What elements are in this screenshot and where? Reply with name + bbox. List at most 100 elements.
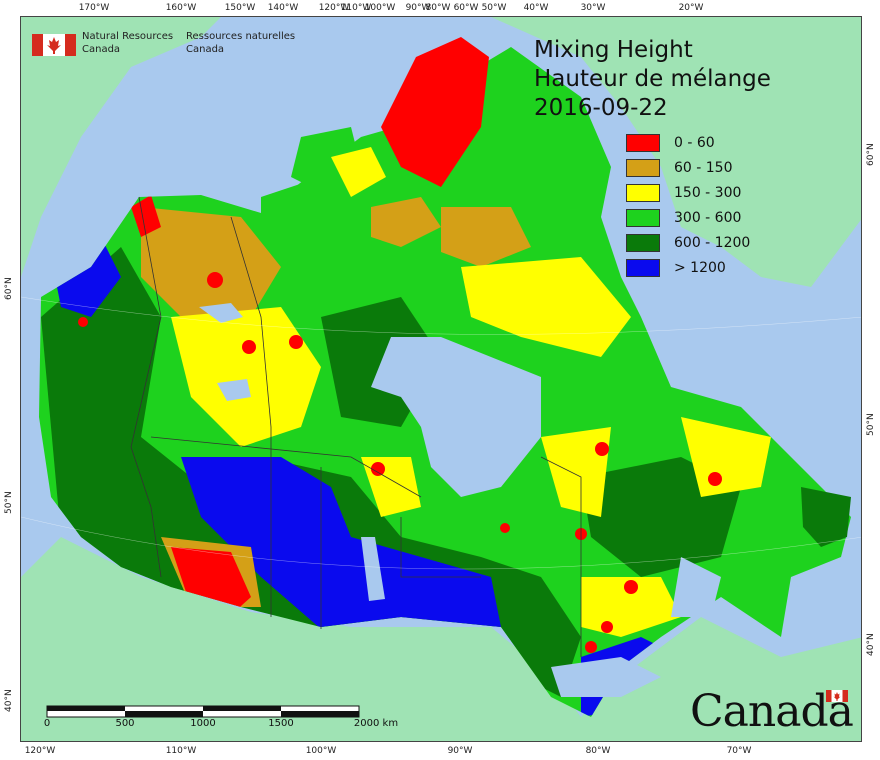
arctic-island xyxy=(261,177,341,237)
agency-fr-line1: Ressources naturelles xyxy=(186,31,296,42)
greenland-land xyxy=(491,17,861,287)
scale-bar-graphic xyxy=(46,705,360,718)
right-tick: 50°N xyxy=(866,413,876,436)
top-tick: 160°W xyxy=(165,3,197,13)
hotspot xyxy=(242,340,256,354)
agency-name-en: Natural Resources Canada xyxy=(82,30,192,56)
legend-swatch xyxy=(626,134,660,152)
legend-label: 150 - 300 xyxy=(674,185,742,201)
map-drawing xyxy=(21,17,861,741)
scale-label: 0 xyxy=(43,718,51,729)
hotspot xyxy=(78,317,88,327)
bottom-tick: 90°W xyxy=(447,746,473,756)
graticule-50n xyxy=(21,516,861,570)
hotspot xyxy=(601,621,613,633)
left-tick: 50°N xyxy=(4,491,14,514)
legend-label: 0 - 60 xyxy=(674,135,715,151)
zone-yellow-quebec xyxy=(541,427,611,517)
legend-label: 300 - 600 xyxy=(674,210,742,226)
top-tick: 40°W xyxy=(523,3,549,13)
left-tick: 40°N xyxy=(4,689,14,712)
agency-fr-line2: Canada xyxy=(186,44,225,55)
bottom-tick: 110°W xyxy=(165,746,197,756)
border-yukon-bc xyxy=(130,196,162,578)
agency-name-fr: Ressources naturelles Canada xyxy=(186,30,316,56)
left-tick: 60°N xyxy=(4,277,14,300)
legend-swatch xyxy=(626,209,660,227)
top-tick: 90°W xyxy=(405,3,431,13)
right-tick: 60°N xyxy=(866,143,876,166)
top-tick: 60°W xyxy=(453,3,479,13)
top-tick: 150°W xyxy=(224,3,256,13)
hudson-bay xyxy=(371,337,541,497)
zone-yellow-labrador xyxy=(681,417,771,497)
top-tick: 170°W xyxy=(78,3,110,13)
zone-red-northwest xyxy=(131,195,161,237)
top-tick: 140°W xyxy=(267,3,299,13)
border-60n xyxy=(150,436,422,498)
hotspot xyxy=(371,462,385,476)
usa-land xyxy=(21,537,861,741)
arctic-island xyxy=(371,197,441,247)
zone-blue-prairies xyxy=(181,457,501,629)
legend-swatch xyxy=(626,184,660,202)
bottom-tick: 120°W xyxy=(24,746,56,756)
hotspot xyxy=(624,580,638,594)
top-tick: 50°W xyxy=(481,3,507,13)
right-tick: 40°N xyxy=(866,633,876,656)
scale-label: 2000 km xyxy=(353,718,399,729)
alaska-russia-land xyxy=(21,17,221,277)
scale-bar: 0 500 1000 1500 2000 km xyxy=(44,704,398,729)
title-line-en: Mixing Height xyxy=(534,37,693,63)
agency-en-line2: Canada xyxy=(82,44,121,55)
bottom-tick: 70°W xyxy=(726,746,752,756)
border-ontario-quebec xyxy=(540,456,582,657)
bottom-tick: 100°W xyxy=(305,746,337,756)
border-nwt-alberta xyxy=(230,216,272,617)
newfoundland xyxy=(801,487,851,547)
title-date: 2016-09-22 xyxy=(534,95,668,121)
great-slave-lake xyxy=(217,379,251,401)
hotspot xyxy=(500,523,510,533)
great-bear-lake xyxy=(199,303,243,323)
top-tick: 80°W xyxy=(425,3,451,13)
wordmark-flag-icon xyxy=(826,690,848,702)
top-tick: 30°W xyxy=(580,3,606,13)
baffin-island-south xyxy=(461,257,631,357)
hotspot xyxy=(708,472,722,486)
legend-label: 60 - 150 xyxy=(674,160,733,176)
top-tick: 100°W xyxy=(364,3,396,13)
top-tick: 110°W xyxy=(340,3,372,13)
legend-swatch xyxy=(626,259,660,277)
zone-yellow-central xyxy=(171,307,321,447)
gulf-st-lawrence xyxy=(671,557,721,617)
baffin-island xyxy=(441,207,531,267)
legend-label: > 1200 xyxy=(674,260,726,276)
scale-label: 1500 xyxy=(268,718,294,729)
top-tick: 20°W xyxy=(678,3,704,13)
graticule-60n xyxy=(21,296,861,335)
scale-label: 1000 xyxy=(190,718,216,729)
border-manitoba-ontario xyxy=(400,517,481,578)
hotspot xyxy=(595,442,609,456)
top-tick: 120°W xyxy=(318,3,350,13)
lake-winnipeg xyxy=(361,537,385,601)
map-title: Mixing Height Hauteur de mélange 2016-09… xyxy=(534,36,771,123)
legend-label: 600 - 1200 xyxy=(674,235,751,251)
zone-orange-north xyxy=(141,207,281,317)
agency-en-line1: Natural Resources xyxy=(82,31,174,42)
scale-label: 500 xyxy=(115,718,135,729)
legend-swatch xyxy=(626,234,660,252)
canada-flag-icon xyxy=(32,34,76,56)
legend-swatch xyxy=(626,159,660,177)
hotspot xyxy=(585,641,597,653)
map-canvas[interactable] xyxy=(20,16,862,742)
hotspot xyxy=(207,272,223,288)
bottom-tick: 80°W xyxy=(585,746,611,756)
hotspot xyxy=(289,335,303,349)
great-lakes xyxy=(551,657,661,697)
title-line-fr: Hauteur de mélange xyxy=(534,66,771,92)
ellesmere-red xyxy=(381,37,489,187)
arctic-island xyxy=(331,147,386,197)
